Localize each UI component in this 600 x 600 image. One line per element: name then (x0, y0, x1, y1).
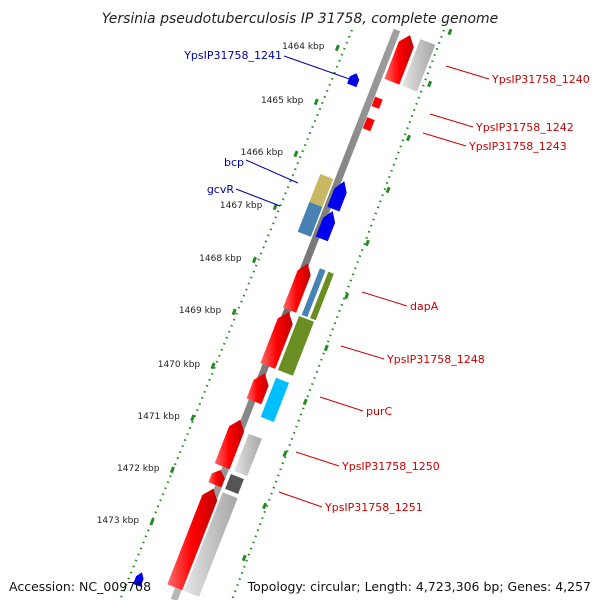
cds-ypsip31758-1248-arrow (260, 312, 293, 369)
gene-label-left: gcvR (207, 183, 235, 196)
tick-label: 1471 kbp (137, 412, 180, 422)
tick-mark-left (149, 518, 155, 526)
trna-bottom-arrow (133, 572, 144, 587)
tick-label: 1466 kbp (241, 148, 284, 158)
gene-label-right: YpsIP31758_1248 (386, 353, 485, 366)
topology-text: Topology: circular; Length: 4,723,306 bp… (247, 579, 591, 594)
gcvR-block (297, 201, 323, 237)
tick-mark-right (405, 134, 411, 142)
tick-mark-left (190, 414, 196, 422)
gene-label-right: purC (366, 405, 392, 418)
ypsip31758-1248-block (278, 316, 314, 376)
leader-line (278, 491, 323, 508)
bcp-arrow (327, 181, 347, 212)
tick-mark-right (241, 554, 247, 562)
tick-mark-right (282, 450, 288, 458)
tick-label: 1472 kbp (117, 464, 160, 474)
leader-line (445, 65, 490, 80)
gene-label-right: YpsIP31758_1251 (324, 501, 423, 514)
accession-text: Accession: NC_009708 (9, 579, 152, 594)
leader-line (422, 132, 467, 147)
gene-label-right: YpsIP31758_1250 (341, 460, 440, 473)
tick-mark-right (447, 28, 453, 36)
gene-label-right: YpsIP31758_1243 (468, 140, 567, 153)
leader-line (429, 113, 474, 128)
cds-ypsip31758-1243-arrow (362, 117, 375, 132)
cds-ypsip31758-1242-arrow (371, 96, 383, 109)
tick-mark-right (364, 239, 370, 247)
gene-label-right: YpsIP31758_1240 (491, 73, 590, 86)
tick-mark-right (427, 80, 433, 88)
gene-label-left: bcp (224, 156, 244, 169)
tick-label: 1468 kbp (199, 254, 242, 264)
bcp-block (309, 174, 334, 207)
tick-mark-right (344, 292, 350, 300)
gene-label-left: YpsIP31758_1241 (183, 49, 282, 62)
cds-purc-arrow (246, 373, 269, 405)
tick-mark-left (251, 256, 257, 264)
dapa-blue-bar (301, 268, 326, 317)
cds-ypsip31758-1251-arrow (208, 470, 225, 488)
tick-mark-right (302, 398, 308, 406)
cds-bottom-arrow (167, 488, 218, 591)
tick-mark-left (210, 362, 216, 370)
leader-line (283, 55, 359, 83)
ortholog-block (402, 39, 436, 92)
tick-label: 1465 kbp (261, 96, 304, 106)
purc-block (260, 377, 290, 422)
tick-mark-left (313, 98, 319, 106)
tick-mark-right (385, 186, 391, 194)
tick-mark-left (293, 150, 299, 158)
axis-dotted-line-right (230, 29, 446, 600)
leader-line (245, 159, 299, 184)
leader-line (319, 396, 364, 412)
ypsip31758-1250-block (234, 433, 262, 477)
tick-mark-right (323, 344, 329, 352)
tick-label: 1467 kbp (220, 201, 263, 211)
tick-label: 1464 kbp (282, 42, 325, 52)
map-title: Yersinia pseudotuberculosis IP 31758, co… (102, 11, 499, 27)
leader-line (235, 188, 281, 207)
gene-label-right: dapA (410, 300, 439, 313)
cds-dapa-arrow (283, 263, 311, 313)
gcvR-arrow (315, 211, 336, 242)
tick-mark-left (334, 44, 340, 52)
dapa-olive-bar (310, 271, 334, 321)
leader-line (295, 451, 340, 467)
cds-ypsip31758-1240-arrow (384, 35, 414, 85)
bottom-grey-block (184, 492, 238, 597)
features (133, 35, 436, 597)
tick-label: 1470 kbp (158, 360, 201, 370)
tick-mark-left (272, 203, 278, 211)
leader-line (361, 291, 408, 307)
tick-label: 1473 kbp (97, 516, 140, 526)
tick-mark-right (262, 502, 268, 510)
tick-label: 1469 kbp (179, 306, 222, 316)
cds-ypsip31758-1250-arrow (214, 419, 245, 470)
gene-label-right: YpsIP31758_1242 (475, 121, 574, 134)
tick-mark-left (231, 308, 237, 316)
ypsip31758-1251-block (225, 474, 244, 494)
leader-line (340, 345, 385, 360)
tick-mark-left (169, 466, 175, 474)
